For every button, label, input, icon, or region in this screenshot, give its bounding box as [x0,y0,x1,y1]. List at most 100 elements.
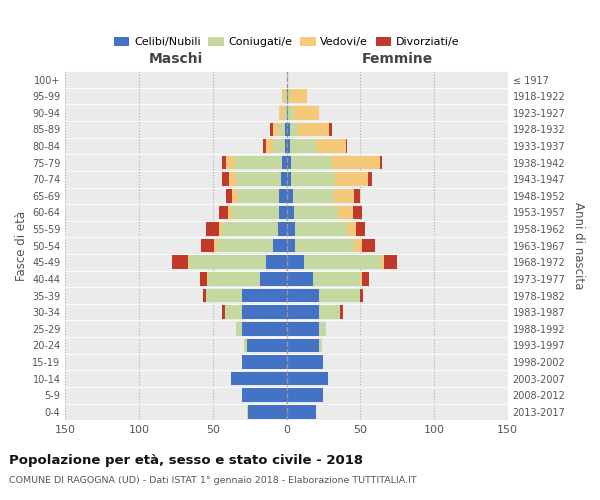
Bar [274,122,279,136]
Bar [290,90,307,103]
Bar [278,222,287,236]
Bar [384,256,397,269]
Bar [230,372,287,386]
Bar [355,189,361,202]
Text: Femmine: Femmine [362,52,433,66]
Bar [297,122,329,136]
Bar [285,122,287,136]
Bar [235,156,282,170]
Bar [340,306,343,319]
Bar [290,139,316,153]
Bar [287,139,290,153]
Bar [287,338,319,352]
Bar [284,106,287,120]
Bar [207,272,208,285]
Bar [238,189,279,202]
Bar [287,388,323,402]
Bar [347,222,356,236]
Bar [224,306,242,319]
Legend: Celibi/Nubili, Coniugati/e, Vedovi/e, Divorziati/e: Celibi/Nubili, Coniugati/e, Vedovi/e, Di… [114,36,460,47]
Bar [282,90,285,103]
Bar [319,338,322,352]
Bar [368,172,372,186]
Bar [219,206,227,220]
Bar [287,288,319,302]
Bar [217,239,274,252]
Bar [263,139,266,153]
Bar [242,355,287,369]
Bar [293,106,319,120]
Bar [295,222,347,236]
Bar [232,189,238,202]
Bar [316,139,346,153]
Bar [279,189,287,202]
Bar [266,139,274,153]
Bar [266,256,287,269]
Bar [279,206,287,220]
Bar [319,306,340,319]
Bar [334,189,355,202]
Bar [288,106,293,120]
Bar [287,239,295,252]
Bar [271,122,274,136]
Bar [288,90,290,103]
Y-axis label: Fasce di età: Fasce di età [15,210,28,280]
Text: Maschi: Maschi [149,52,203,66]
Bar [236,322,242,336]
Bar [229,172,236,186]
Bar [219,222,222,236]
Bar [203,288,206,302]
Bar [356,222,365,236]
Bar [291,156,332,170]
Bar [274,239,287,252]
Bar [381,256,384,269]
Bar [248,405,287,418]
Bar [232,206,279,220]
Text: Popolazione per età, sesso e stato civile - 2018: Popolazione per età, sesso e stato civil… [9,454,363,467]
Bar [222,156,226,170]
Bar [242,322,287,336]
Bar [274,139,285,153]
Bar [287,355,323,369]
Text: COMUNE DI RAGOGNA (UD) - Dati ISTAT 1° gennaio 2018 - Elaborazione TUTTITALIA.IT: COMUNE DI RAGOGNA (UD) - Dati ISTAT 1° g… [9,476,416,485]
Bar [287,256,304,269]
Bar [287,90,288,103]
Bar [222,306,224,319]
Bar [287,405,316,418]
Bar [346,139,347,153]
Bar [319,322,326,336]
Bar [290,122,297,136]
Bar [227,206,232,220]
Bar [362,272,369,285]
Bar [319,288,361,302]
Bar [206,222,219,236]
Bar [285,90,287,103]
Bar [294,206,338,220]
Bar [222,222,278,236]
Bar [380,156,382,170]
Bar [226,156,235,170]
Bar [214,239,217,252]
Bar [236,172,281,186]
Bar [200,272,207,285]
Bar [338,206,353,220]
Bar [293,189,334,202]
Bar [172,256,188,269]
Bar [291,172,335,186]
Bar [247,338,287,352]
Bar [247,405,248,418]
Bar [279,122,285,136]
Bar [287,156,291,170]
Bar [287,322,319,336]
Bar [287,189,293,202]
Bar [260,272,287,285]
Bar [287,222,295,236]
Bar [287,106,288,120]
Bar [189,256,266,269]
Bar [313,272,361,285]
Bar [295,239,355,252]
Bar [201,239,214,252]
Bar [361,288,363,302]
Bar [361,272,362,285]
Bar [304,256,381,269]
